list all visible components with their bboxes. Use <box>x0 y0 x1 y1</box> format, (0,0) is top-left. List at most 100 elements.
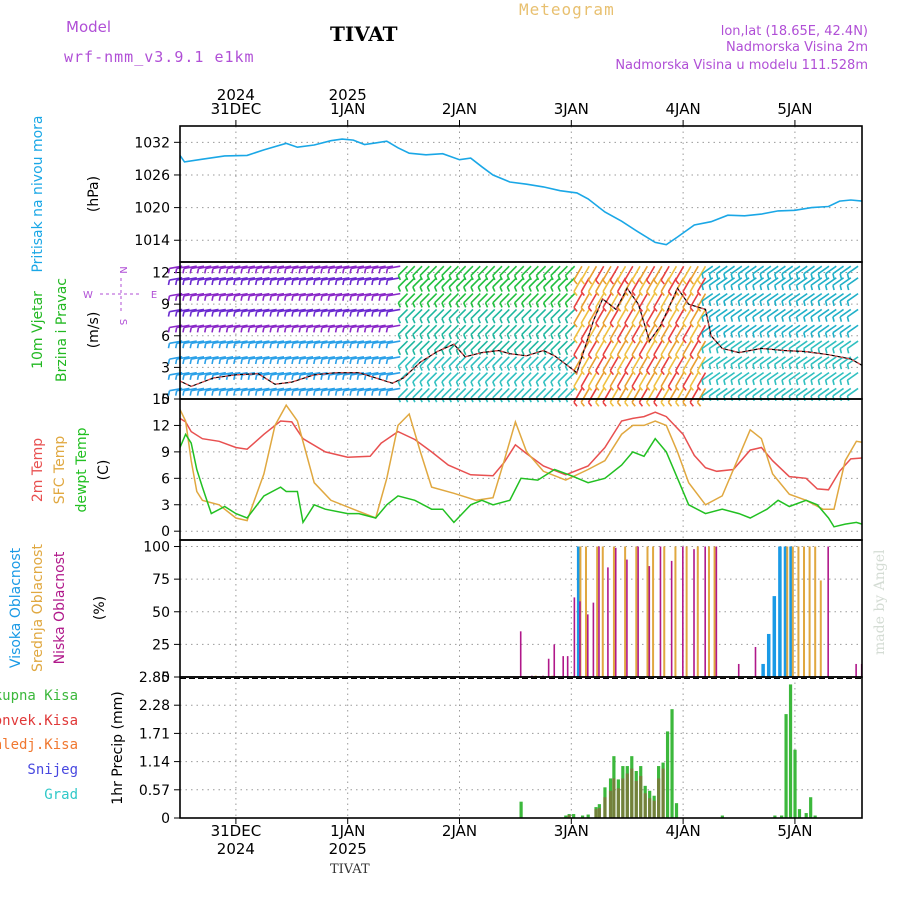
wind-barb <box>256 356 270 360</box>
wind-barb <box>759 324 772 334</box>
wind-barb-flag <box>766 300 770 307</box>
wind-barb-flag <box>313 268 316 274</box>
y-tick-label: 9 <box>161 297 170 313</box>
wind-barb-flag <box>204 279 207 286</box>
wind-barb <box>484 308 496 320</box>
wind-barb-flag <box>397 334 402 340</box>
wind-barb-flag <box>824 316 828 322</box>
wind-barb-flag <box>378 279 381 286</box>
wind-barb-flag <box>433 381 438 387</box>
wind-axis-title: 10m Vjetar <box>30 291 46 369</box>
wind-barb <box>176 308 190 313</box>
wind-barb <box>350 387 365 392</box>
wind-barb-flag <box>378 268 381 274</box>
wind-barb-flag <box>609 279 615 285</box>
wind-barb-flag <box>247 327 251 333</box>
wind-barb-flag <box>349 343 352 349</box>
wind-barb <box>514 372 525 383</box>
wind-barb-flag <box>766 364 770 370</box>
wind-barb-flag <box>211 374 214 380</box>
wind-barb-flag <box>298 327 302 333</box>
wind-barb-flag <box>320 390 323 396</box>
wind-barb-flag <box>211 279 214 286</box>
wind-barb-flag <box>773 300 777 307</box>
wind-barb-flag <box>587 279 593 285</box>
wind-barb <box>774 277 786 286</box>
wind-barb <box>716 340 728 350</box>
wind-barb <box>426 293 438 304</box>
wind-barb <box>434 340 445 351</box>
wind-barb-flag <box>602 401 607 407</box>
wind-barb <box>198 387 212 392</box>
wind-barb-flag <box>803 300 806 307</box>
wind-barb <box>292 324 306 329</box>
wind-barb-flag <box>470 365 474 371</box>
wind-barb-flag <box>506 286 511 292</box>
x-day-bottom: 3JAN <box>554 822 589 840</box>
wind-barb <box>689 309 699 324</box>
wind-barb-flag <box>262 358 265 365</box>
wind-barb <box>227 356 241 360</box>
wind-barb <box>745 356 757 365</box>
wind-barb <box>730 324 743 334</box>
wind-barb <box>803 324 815 334</box>
wind-barb-flag <box>262 327 265 333</box>
wind-barb-flag <box>385 311 389 317</box>
mid-cloud-bar <box>635 546 638 677</box>
wind-barb-flag <box>182 311 185 317</box>
wind-barb-flag <box>356 295 360 301</box>
wind-barb-flag <box>283 295 287 301</box>
wind-barb <box>365 371 379 376</box>
wind-barb-flag <box>689 354 694 360</box>
wind-barb <box>263 371 277 376</box>
wind-barb <box>205 340 219 345</box>
wind-barb <box>492 356 503 367</box>
wind-barb <box>580 265 590 281</box>
wind-barb-flag <box>305 343 309 349</box>
wind-barb <box>412 387 423 399</box>
model-elevation-label: Nadmorska Visina u modelu 111.528m <box>615 58 868 73</box>
wind-barb <box>285 340 299 345</box>
wind-barb <box>817 277 830 286</box>
wind-barb <box>810 308 823 318</box>
wind-barb <box>528 293 539 304</box>
wind-barb <box>419 293 430 304</box>
wind-barb-flag <box>542 318 547 324</box>
wind-barb <box>573 340 583 356</box>
wind-barb <box>285 308 299 313</box>
wind-barb <box>817 387 830 397</box>
wind-barb <box>846 308 859 318</box>
wind-barb-flag <box>462 302 467 308</box>
wind-barb <box>810 371 823 381</box>
wind-barb-flag <box>521 334 525 340</box>
wind-barb-flag <box>167 343 171 349</box>
wind-barb-flag <box>846 379 850 386</box>
wind-barb <box>372 277 386 281</box>
wind-barb-flag <box>824 332 828 338</box>
wind-barb <box>278 387 292 392</box>
wind-barb <box>412 308 423 320</box>
wind-barb <box>737 292 750 302</box>
wind-barb <box>191 356 205 360</box>
wind-barb <box>321 340 335 345</box>
wind-barb <box>397 324 409 335</box>
wind-barb-flag <box>701 348 705 354</box>
mid-cloud-bar <box>713 546 716 677</box>
elevation-label: Nadmorska Visina 2m <box>726 40 868 55</box>
wind-barb <box>767 371 779 381</box>
wind-barb <box>176 265 190 270</box>
wind-barb <box>550 372 561 383</box>
wind-barb-flag <box>363 343 367 349</box>
wind-barb <box>667 309 678 324</box>
wind-barb <box>730 308 743 318</box>
wind-barb <box>609 324 619 340</box>
wind-barb-flag <box>521 286 525 292</box>
wind-barb <box>781 277 794 286</box>
wind-barb-flag <box>262 295 265 301</box>
wind-barb-flag <box>426 381 431 387</box>
y-tick-label: 0 <box>161 524 170 540</box>
wind-barb-flag <box>167 268 171 274</box>
wind-barb-flag <box>846 316 850 322</box>
wind-barb-flag <box>675 306 680 312</box>
lonlat-label: lon,lat (18.65E, 42.4N) <box>720 24 868 39</box>
